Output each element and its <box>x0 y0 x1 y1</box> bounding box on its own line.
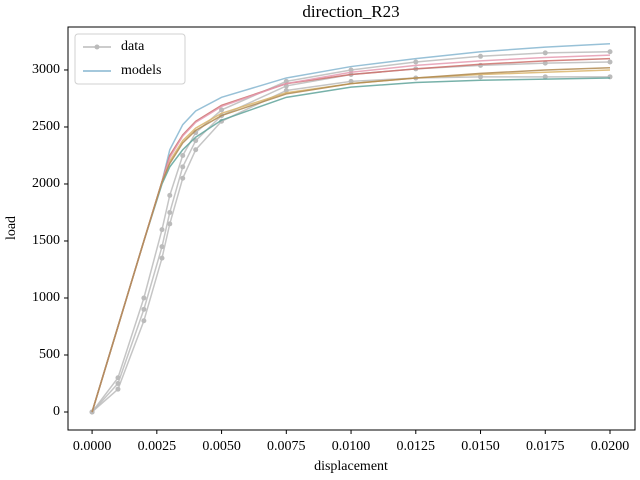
y-tick-label: 500 <box>39 347 60 362</box>
y-tick-label: 3000 <box>32 62 60 77</box>
y-tick-label: 2000 <box>32 176 60 191</box>
data-point <box>542 74 548 80</box>
data-point <box>115 380 121 386</box>
series-line <box>91 76 611 413</box>
series-line <box>91 54 611 413</box>
data-point <box>159 227 165 233</box>
data-point <box>607 49 613 55</box>
plot-frame <box>67 26 636 431</box>
x-tick-label: 0.0125 <box>397 439 436 454</box>
y-axis-label: load <box>4 216 19 240</box>
data-point <box>348 67 354 73</box>
x-axis-label: displacement <box>314 459 388 474</box>
data-point <box>413 59 419 65</box>
x-tick-label: 0.0025 <box>138 439 177 454</box>
series-line <box>91 66 611 413</box>
series-line <box>91 57 611 413</box>
data-point <box>159 255 165 261</box>
data-point <box>478 53 484 59</box>
data-point <box>115 386 121 392</box>
x-tick-label: 0.0000 <box>73 439 112 454</box>
data-point <box>167 221 173 227</box>
data-point <box>167 209 173 215</box>
data-point <box>159 244 165 250</box>
data-point <box>167 192 173 198</box>
x-tick-label: 0.0100 <box>332 439 371 454</box>
data-point <box>283 87 289 93</box>
y-tick-label: 1500 <box>32 233 60 248</box>
data-point <box>219 107 225 113</box>
data-point <box>193 147 199 153</box>
y-tick-label: 0 <box>53 404 60 419</box>
chart-title: direction_R23 <box>302 2 399 21</box>
data-point <box>180 164 186 170</box>
data-point <box>542 50 548 56</box>
data-point <box>348 78 354 84</box>
x-tick-label: 0.0175 <box>526 439 565 454</box>
data-point <box>607 59 613 65</box>
x-tick-label: 0.0150 <box>461 439 500 454</box>
data-point <box>283 78 289 84</box>
series-line <box>91 77 611 413</box>
x-tick-label: 0.0200 <box>591 439 630 454</box>
series-line <box>91 43 611 413</box>
legend-label: models <box>121 63 161 78</box>
series-line <box>91 69 611 413</box>
data-point <box>141 306 147 312</box>
data-point <box>542 60 548 66</box>
data-point <box>180 175 186 181</box>
data-point <box>478 74 484 80</box>
data-point <box>141 295 147 301</box>
series-line <box>91 50 611 413</box>
y-tick-label: 1000 <box>32 290 60 305</box>
legend-marker <box>94 44 100 50</box>
x-tick-label: 0.0075 <box>267 439 306 454</box>
x-tick-label: 0.0050 <box>202 439 241 454</box>
y-tick-label: 2500 <box>32 119 60 134</box>
series-line <box>91 61 611 413</box>
data-point <box>180 152 186 158</box>
legend-label: data <box>121 39 145 54</box>
data-point <box>141 318 147 324</box>
